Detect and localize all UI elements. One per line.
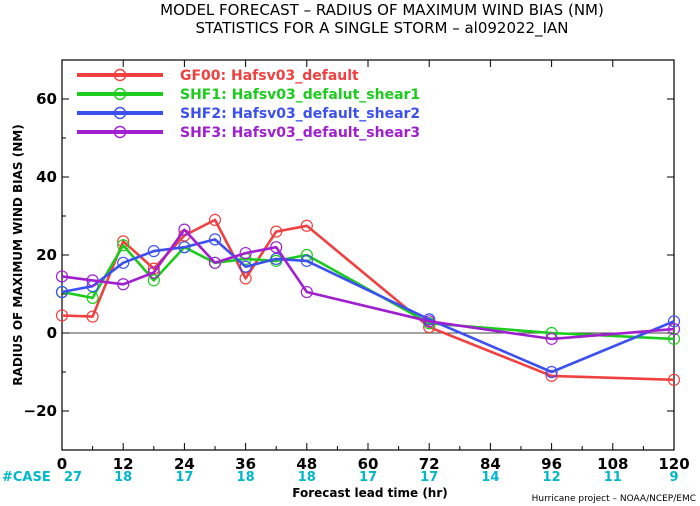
x-tick-label: 24 [174, 455, 195, 473]
case-count: 17 [359, 470, 377, 485]
data-point [545, 332, 558, 345]
y-tick-label: 20 [36, 246, 57, 264]
data-point [178, 241, 191, 254]
data-point [667, 373, 681, 386]
data-point [423, 315, 436, 328]
data-point [117, 278, 130, 291]
legend-label: SHF3: Hafsv03_default_shear3 [180, 125, 420, 141]
data-point [208, 233, 222, 246]
case-count: 17 [420, 470, 438, 485]
case-label: #CASE [2, 470, 51, 485]
data-point [117, 256, 130, 269]
x-tick-label: 84 [480, 455, 501, 473]
data-point [55, 309, 69, 322]
data-point [667, 332, 681, 345]
x-tick-label: 120 [658, 455, 689, 473]
data-point [667, 315, 681, 328]
data-point [117, 239, 130, 252]
data-point [86, 310, 99, 323]
legend-marker [113, 87, 127, 101]
y-tick-label: −20 [24, 402, 57, 420]
data-point [86, 291, 99, 304]
data-point [55, 285, 69, 299]
legend-label: SHF2: Hafsv03_default_shear2 [180, 106, 420, 122]
y-tick-label: 60 [36, 90, 57, 108]
x-tick-label: 0 [57, 455, 67, 473]
case-count: 17 [175, 470, 193, 485]
data-point [178, 223, 191, 236]
x-tick-label: 36 [235, 455, 256, 473]
data-point [147, 262, 160, 275]
data-point [86, 274, 99, 287]
x-tick-label: 96 [541, 455, 562, 473]
data-point [300, 285, 313, 299]
x-tick-label: 48 [296, 455, 317, 473]
x-tick-label: 60 [358, 455, 379, 473]
credit-text: Hurricane project – NOAA/NCEP/EMC [532, 494, 696, 504]
x-axis-label: Forecast lead time (hr) [292, 486, 448, 500]
case-count: 12 [543, 470, 561, 485]
data-point [667, 323, 681, 336]
data-point [55, 270, 69, 283]
x-tick-label: 108 [597, 455, 628, 473]
data-point [300, 219, 313, 232]
data-point [545, 369, 558, 382]
x-tick-label: 12 [113, 455, 134, 473]
case-count: 27 [64, 470, 82, 485]
legend-marker [113, 125, 127, 139]
data-point [239, 246, 252, 260]
data-point [147, 274, 160, 287]
x-tick-label: 72 [419, 455, 440, 473]
data-point [270, 252, 283, 265]
data-point [270, 241, 283, 254]
series-line-3 [61, 238, 675, 374]
chart-title: MODEL FORECAST – RADIUS OF MAXIMUM WIND … [160, 1, 604, 19]
case-count: 18 [298, 470, 316, 485]
data-point [545, 365, 558, 379]
data-point [239, 272, 252, 285]
legend-label: GF00: Hafsv03_default [180, 68, 359, 84]
case-count: 11 [604, 470, 622, 485]
case-count: 18 [237, 470, 255, 485]
series-line-2 [61, 244, 675, 341]
case-count: 14 [481, 470, 499, 485]
data-point [147, 245, 160, 258]
data-point [147, 266, 160, 279]
data-point [208, 256, 222, 269]
chart-subtitle: STATISTICS FOR A SINGLE STORM – al092022… [195, 19, 568, 38]
series-line-1 [61, 218, 675, 382]
data-point [270, 225, 283, 238]
case-count: 18 [114, 470, 132, 485]
y-tick-label: 0 [47, 324, 57, 342]
data-point [239, 260, 252, 273]
legend-marker [113, 68, 127, 82]
data-point [208, 213, 222, 226]
data-point [300, 254, 313, 267]
y-axis-label: RADIUS OF MAXIMUM WIND BIAS (NM) [11, 124, 25, 385]
y-tick-label: 40 [36, 168, 57, 186]
legend-label: SHF1: Hafsv03_defalut_shear1 [180, 87, 420, 103]
legend-marker [113, 106, 127, 120]
case-count: 9 [669, 470, 678, 485]
